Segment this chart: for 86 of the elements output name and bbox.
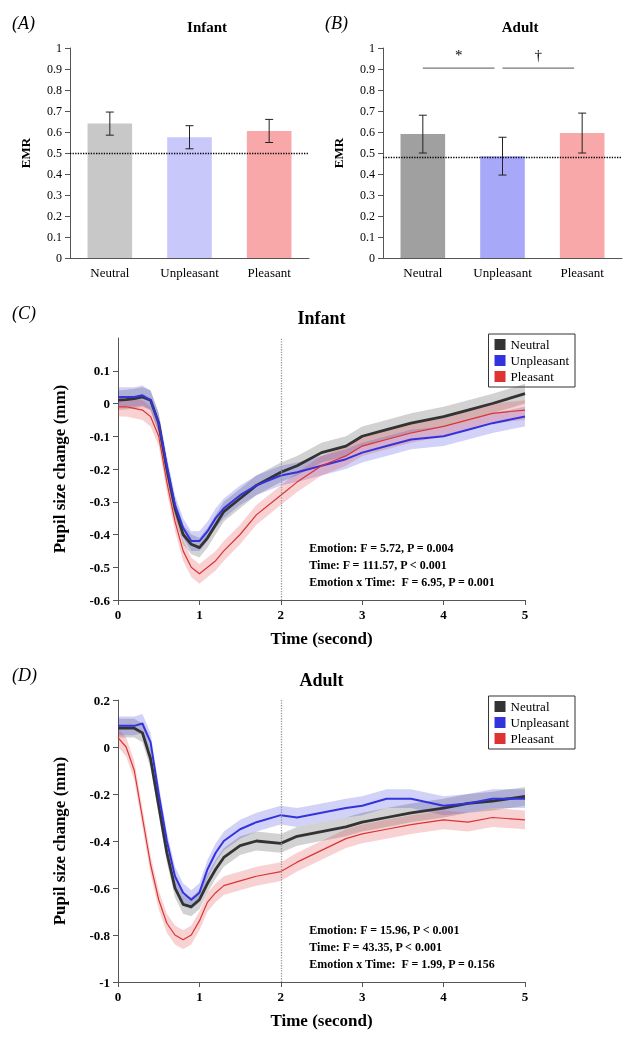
x-tick-label: 4 [440,989,448,1004]
x-tick-label: Neutral [90,265,130,280]
x-tick-label: 5 [521,607,529,622]
y-tick-label: 0.2 [360,209,375,223]
y-tick-label: 0.8 [360,83,375,97]
y-tick-label: 0.6 [360,125,375,139]
legend-label: Unpleasant [510,715,570,730]
y-tick-label: 0 [369,251,375,265]
annotation: Emotion x Time: F = 6.95, P = 0.001 [309,575,495,589]
x-tick-label: Unpleasant [160,265,220,280]
x-tick-label: 2 [277,989,285,1004]
y-axis-title: Pupil size change (mm) [50,384,69,554]
y-tick-label: 0 [56,251,62,265]
annotation: Emotion x Time: F = 1.99, P = 0.156 [309,957,495,971]
text: (C) [12,303,36,324]
x-tick-label: 1 [196,989,203,1004]
y-tick-label: 0.1 [93,363,110,379]
y-tick-label: -0.6 [89,880,111,896]
annotation: Time: F = 43.35, P < 0.001 [309,940,442,954]
y-tick-label: 0.2 [47,209,62,223]
y-tick-label: 0.5 [47,146,62,160]
y-tick-label: 0.3 [360,188,375,202]
legend-label: Neutral [510,337,550,352]
legend-label: Neutral [510,699,550,714]
chart-title: Infant [297,308,346,328]
y-tick-label: 0.9 [47,62,62,76]
y-tick-label: 0.7 [47,104,62,118]
text: (D) [12,665,37,686]
y-tick-label: -0.2 [89,786,110,802]
y-axis-title: Pupil size change (mm) [50,756,69,926]
y-tick-label: 0.9 [360,62,375,76]
x-tick-label: 0 [114,989,122,1004]
annotation: Time: F = 111.57, P < 0.001 [309,558,447,572]
chart-title: Adult [299,670,344,690]
y-tick-label: 0.1 [47,230,62,244]
y-tick-label: -0.8 [89,927,111,943]
y-tick-label: 1 [369,41,375,55]
bar [400,134,446,258]
x-tick-label: Unpleasant [473,265,533,280]
bar [559,133,605,258]
chart-title: Infant [187,18,228,35]
x-tick-label: 1 [196,607,203,622]
annotation: † [534,46,543,63]
legend-label: Pleasant [510,369,555,384]
legend-label: Unpleasant [510,353,570,368]
y-tick-label: 0.4 [47,167,62,181]
y-tick-label: 0.8 [47,83,62,97]
x-tick-label: 0 [114,607,122,622]
y-tick-label: -0.1 [89,428,110,444]
x-tick-label: Pleasant [560,265,605,280]
legend-label: Pleasant [510,731,555,746]
y-tick-label: -0.4 [89,833,111,849]
y-tick-label: 0.2 [93,692,110,708]
y-tick-label: 0.4 [360,167,375,181]
y-tick-label: 0.1 [360,230,375,244]
x-tick-label: Pleasant [247,265,292,280]
y-tick-label: 0.6 [47,125,62,139]
y-tick-label: 1 [56,41,62,55]
x-tick-label: 2 [277,607,285,622]
x-tick-label: 5 [521,989,529,1004]
y-axis-title: EMR [331,137,346,169]
x-tick-label: Neutral [403,265,443,280]
y-tick-label: 0 [103,396,110,411]
bar [480,156,525,258]
y-tick-label: -0.5 [89,559,111,575]
chart-title: Adult [501,18,539,35]
x-tick-label: 4 [440,607,448,622]
annotation: Emotion: F = 15.96, P < 0.001 [309,923,460,937]
x-axis-title: Time (second) [270,629,373,648]
x-tick-label: 3 [358,607,366,622]
y-axis-title: EMR [18,137,33,169]
y-tick-label: -0.3 [89,494,111,510]
annotation: * [454,46,463,63]
y-tick-label: -0.2 [89,461,110,477]
y-tick-label: 0 [103,739,110,755]
y-tick-label: -0.4 [89,527,111,542]
text: (A) [12,13,35,34]
y-tick-label: -1 [99,974,110,990]
y-tick-label: 0.7 [360,104,375,118]
y-tick-label: -0.6 [89,592,111,608]
y-tick-label: 0.5 [360,146,375,160]
x-axis-title: Time (second) [270,1011,373,1030]
text: (B) [325,13,348,34]
x-tick-label: 3 [358,989,366,1004]
y-tick-label: 0.3 [47,188,62,202]
annotation: Emotion: F = 5.72, P = 0.004 [309,541,454,555]
